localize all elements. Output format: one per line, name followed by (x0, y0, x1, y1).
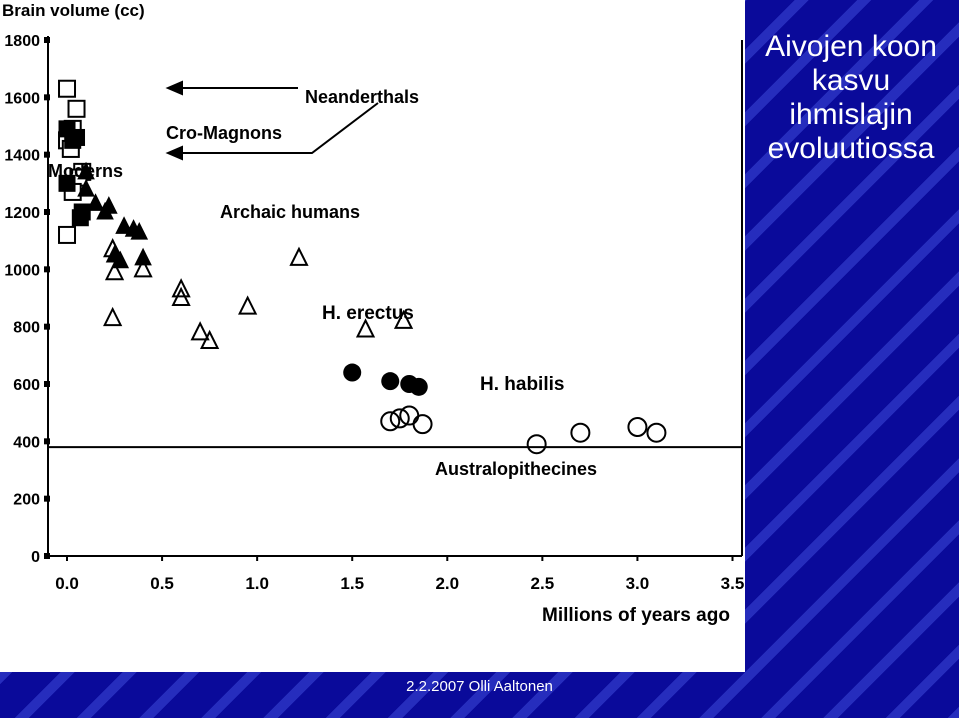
neanderthals-point (58, 79, 77, 98)
h-erectus-point (238, 295, 258, 315)
y-tick-mark (44, 553, 50, 559)
h-erectus-point (133, 258, 153, 278)
h-erectus-point (190, 321, 210, 341)
x-tick-label: 0.5 (150, 574, 174, 593)
y-tick-label: 1000 (4, 262, 40, 279)
archaic-humans-point (77, 161, 95, 180)
australopithecines-point (526, 434, 547, 455)
annotation-cro-magnons: Cro-Magnons (166, 123, 282, 143)
h-erectus-point (393, 309, 414, 329)
y-tick-mark (44, 37, 50, 43)
x-tick-label: 1.5 (340, 574, 364, 593)
h-erectus-point (171, 286, 191, 306)
y-tick-mark (44, 94, 50, 101)
footer-text: 2.2.2007 Olli Aaltonen (406, 678, 553, 695)
archaic-humans-point (130, 221, 149, 240)
y-tick-label: 0 (31, 549, 40, 566)
h-erectus-point (171, 278, 191, 298)
h-habilis-point (409, 377, 428, 396)
chart-panel: 0 200 400 600 800 1000 1200 1400 1600 1800 0.0 0.5 1… (0, 0, 745, 672)
archaic-humans-point (115, 216, 133, 234)
y-tick-mark (44, 266, 50, 273)
australopithecines-point (570, 422, 591, 443)
neanderthals-point (67, 99, 86, 118)
cro-magnons-point (58, 174, 76, 192)
h-erectus-point (289, 246, 309, 266)
annotation-archaic-humans: Archaic humans (220, 202, 360, 222)
archaic-humans-point (100, 196, 118, 214)
h-erectus-point (199, 329, 220, 349)
archaic-humans-point (86, 193, 105, 211)
y-tick-label: 800 (13, 320, 40, 337)
h-erectus-point (355, 318, 376, 338)
axes: 0 200 400 600 800 1000 1200 1400 1600 1800 0.0 0.5 1… (4, 33, 744, 593)
h-habilis-point (343, 363, 362, 382)
x-tick-label: 3.5 (721, 574, 745, 593)
y-tick-mark (44, 381, 50, 387)
y-tick-label: 1800 (4, 33, 40, 50)
x-tick-label: 3.0 (626, 574, 650, 593)
neanderthals-point (58, 225, 77, 244)
archaic-humans-point (134, 247, 152, 266)
y-tick-mark (44, 438, 50, 445)
y-axis-label: Brain volume (cc) (2, 1, 145, 20)
annotation-australopithecines: Australopithecines (435, 459, 597, 479)
australopithecines-point (412, 414, 433, 435)
y-tick-label: 1600 (4, 90, 40, 107)
annotation-arrows (165, 80, 379, 161)
y-tick-mark (44, 323, 50, 330)
cro-magnons-point (68, 128, 86, 146)
footer: 2.2.2007 Olli Aaltonen (0, 678, 959, 695)
annotation-h-habilis: H. habilis (480, 374, 564, 395)
annotations: Brain volume (cc) Millions of years ago … (2, 1, 730, 626)
x-axis-label: Millions of years ago (542, 605, 730, 626)
brain-volume-chart: 0 200 400 600 800 1000 1200 1400 1600 1800 0.0 0.5 1… (2, 1, 744, 626)
h-erectus-point (103, 238, 123, 258)
australopithecines-point (627, 417, 648, 437)
y-tick-mark (44, 495, 50, 502)
x-tick-label: 2.0 (435, 574, 459, 593)
y-tick-label: 1200 (4, 205, 40, 222)
x-tick-label: 1.0 (245, 574, 269, 593)
australopithecines-point (389, 408, 410, 429)
archaic-humans-point (111, 250, 130, 269)
y-tick-mark (44, 209, 50, 215)
h-erectus-point (104, 260, 125, 281)
data-points (58, 79, 667, 455)
australopithecines-point (646, 422, 667, 443)
h-erectus-point (103, 306, 123, 327)
y-tick-label: 600 (13, 377, 40, 394)
australopithecines-point (380, 411, 401, 432)
y-tick-label: 1400 (4, 148, 40, 165)
x-tick-label: 0.0 (55, 574, 79, 593)
x-tick-label: 2.5 (531, 574, 555, 593)
y-tick-mark (44, 151, 50, 158)
archaic-humans-point (77, 178, 95, 197)
annotation-moderns: Moderns (48, 161, 123, 181)
slide-title: Aivojen koon kasvu ihmislajin evoluutios… (765, 30, 937, 165)
y-tick-label: 400 (13, 434, 40, 451)
annotation-h-erectus: H. erectus (322, 303, 414, 324)
h-habilis-point (381, 372, 400, 391)
y-tick-label: 200 (13, 492, 40, 509)
annotation-neanderthals: Neanderthals (305, 87, 419, 107)
cro-magnons-point (71, 209, 89, 227)
